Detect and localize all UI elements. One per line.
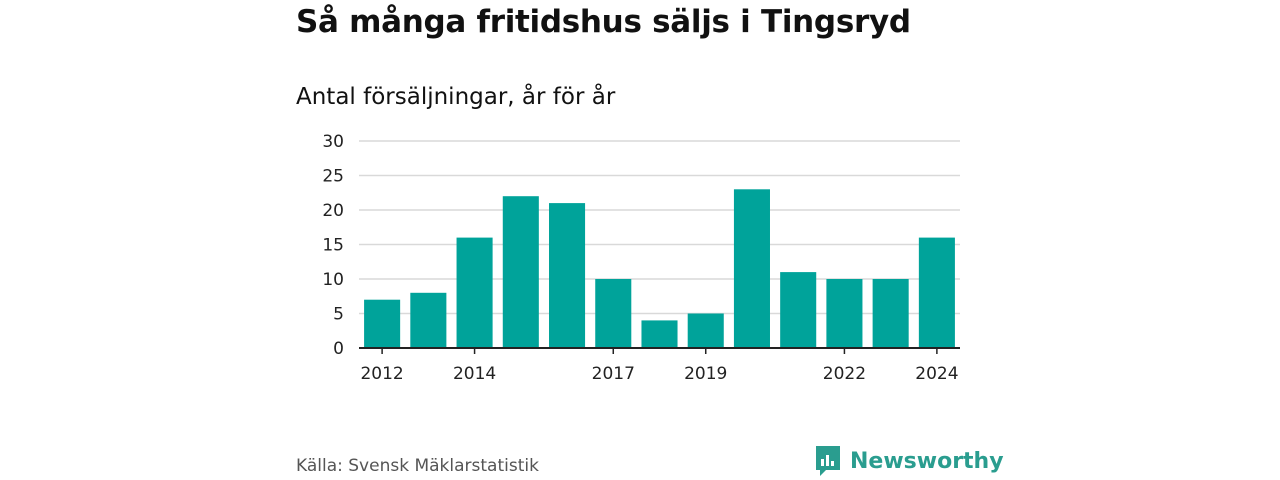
bar-2017 [595, 279, 632, 348]
y-tick-label: 30 [322, 132, 344, 152]
y-tick-label: 25 [322, 167, 344, 187]
x-tick-label: 2022 [823, 364, 866, 384]
y-tick-label: 20 [322, 201, 344, 221]
bar-2019 [687, 313, 724, 348]
x-tick-label: 2019 [684, 364, 727, 384]
newsworthy-logo-icon [816, 446, 840, 476]
x-tick-label: 2014 [453, 364, 496, 384]
chart-subtitle: Antal försäljningar, år för år [296, 84, 616, 110]
brand-name: Newsworthy [850, 448, 1004, 474]
x-tick-label: 2017 [592, 364, 635, 384]
source-note: Källa: Svensk Mäklarstatistik [296, 456, 539, 476]
y-tick-label: 10 [322, 270, 344, 290]
bar-2020 [733, 189, 770, 348]
bar-2016 [549, 203, 586, 348]
bar-2015 [502, 196, 539, 348]
bar-2023 [872, 279, 909, 348]
y-tick-label: 15 [322, 236, 344, 256]
bar-2013 [410, 292, 447, 348]
bar-2012 [364, 299, 401, 348]
bar-2024 [918, 237, 955, 348]
x-tick-label: 2024 [915, 364, 958, 384]
brand-logo: Newsworthy [814, 444, 1004, 478]
bar-2022 [826, 279, 863, 348]
bar-2018 [641, 320, 678, 348]
bar-2021 [780, 272, 817, 348]
y-tick-label: 5 [333, 305, 344, 325]
x-tick-label: 2012 [360, 364, 403, 384]
chart-title: Så många fritidshus säljs i Tingsryd [296, 4, 911, 40]
bar-2014 [456, 237, 493, 348]
y-tick-label: 0 [333, 339, 344, 359]
